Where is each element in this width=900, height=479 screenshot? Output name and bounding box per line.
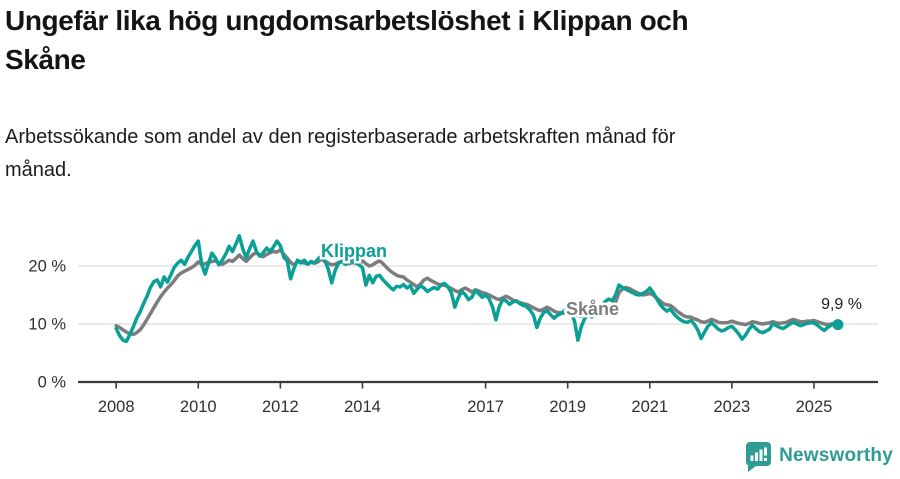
x-tick-label: 2012 [262,398,299,416]
chart-subtitle: Arbetssökande som andel av den registerb… [5,126,676,181]
page-title: Ungefär lika hög ungdomsarbetslöshet i K… [5,5,689,75]
line-chart: 2008 2010 2012 2014 2017 2019 2021 2023 2025 0 % 1… [0,215,900,474]
y-tick-label: 10 % [28,316,66,334]
series-label-skne: Skåne [566,299,619,319]
x-tick-label: 2008 [98,398,135,416]
series-line-klippan [114,234,840,344]
x-tick-label: 2014 [344,398,381,416]
y-tick-label: 0 % [38,374,67,392]
newsworthy-logo[interactable]: Newsworthy [744,441,893,472]
series-label-klippan: Klippan [321,241,387,261]
x-tick-label: 2019 [549,398,586,416]
x-tick-label: 2021 [631,398,668,416]
newsworthy-logo-text: Newsworthy [779,445,893,466]
x-tick-label: 2017 [467,398,504,416]
x-tick-label: 2025 [796,398,833,416]
chart-canvas: 2008 2010 2012 2014 2017 2019 2021 2023 2025 0 % 1… [28,234,878,416]
newsworthy-logo-icon [746,441,772,472]
end-point-dot [832,319,844,331]
end-value-label: 9,9 % [821,296,862,313]
x-tick-label: 2023 [714,398,751,416]
y-tick-label: 20 % [28,258,66,276]
x-tick-label: 2010 [180,398,217,416]
speech-bubble-shape [746,441,772,472]
